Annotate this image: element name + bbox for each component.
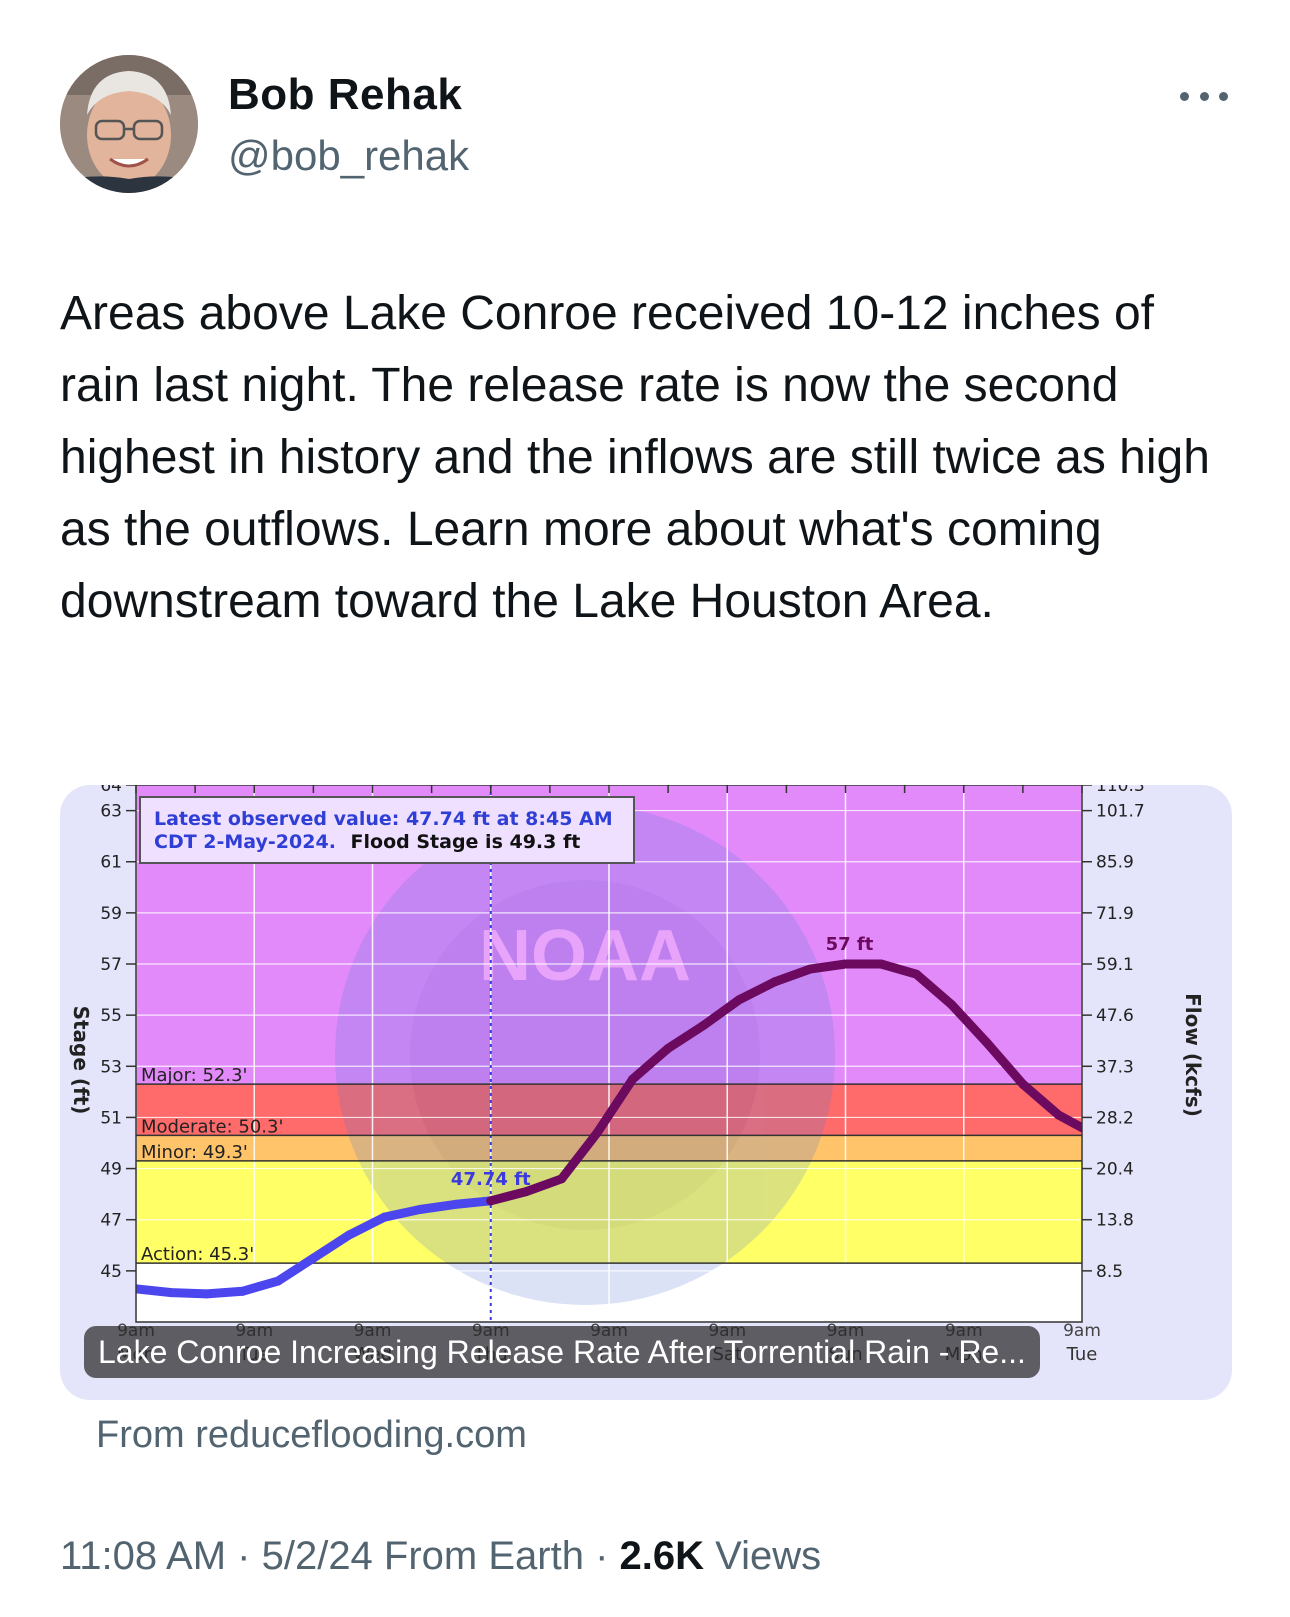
y-tick-label: 53 — [100, 1057, 122, 1077]
point-forecast — [592, 1128, 602, 1138]
threshold-label-minor: Minor: 49.3' — [141, 1142, 248, 1163]
y-tick-label: 47 — [100, 1211, 122, 1231]
y-axis-left-label: Stage (ft) — [69, 1006, 93, 1115]
point-forecast — [557, 1174, 567, 1184]
noaa-logo-text: NOAA — [479, 916, 691, 996]
meta-separator: · — [226, 1534, 262, 1578]
source-link[interactable]: From reduceflooding.com — [96, 1414, 527, 1456]
noaa-watermark: NOAA — [335, 805, 835, 1305]
y2-tick-label: 59.1 — [1096, 955, 1134, 975]
link-preview-card[interactable]: NOAA Action: 45.3' Minor: 49.3' Moderate: … — [60, 785, 1232, 1400]
y2-tick-label: 85.9 — [1096, 853, 1134, 873]
tweet-text: Areas above Lake Conroe received 10-12 i… — [60, 287, 1210, 628]
y2-tick-label: 8.5 — [1096, 1262, 1123, 1282]
point-observed — [450, 1199, 460, 1209]
point-forecast — [805, 964, 815, 974]
point-forecast — [1053, 1110, 1063, 1120]
profile-photo — [60, 55, 198, 193]
y-tick-label: 57 — [100, 955, 122, 975]
point-observed — [237, 1286, 247, 1296]
point-observed — [202, 1289, 212, 1299]
y-tick-label: 45 — [100, 1262, 122, 1282]
views-label: Views — [704, 1534, 822, 1578]
flood-stage-text: Flood Stage is 49.3 ft — [351, 831, 581, 853]
point-forecast — [663, 1043, 673, 1053]
plot-frame — [135, 785, 1083, 1323]
y-tick-label: 49 — [100, 1160, 122, 1180]
threshold-label-major: Major: 52.3' — [141, 1065, 247, 1086]
annotation-label: 57 ft — [826, 934, 874, 955]
point-forecast — [947, 1000, 957, 1010]
y2-tick-label: 13.8 — [1096, 1211, 1134, 1231]
point-forecast — [841, 959, 850, 969]
point-forecast — [521, 1187, 531, 1197]
point-forecast — [770, 977, 780, 987]
point-observed — [379, 1212, 389, 1222]
series — [136, 959, 1082, 1299]
point-observed — [273, 1276, 283, 1286]
latest-value-line2: CDT 2-May-2024. Flood Stage is 49.3 ft — [154, 831, 580, 853]
y-tick-label: 63 — [100, 802, 122, 822]
y2-tick-label: 110.3 — [1096, 785, 1145, 796]
dot-icon — [1199, 91, 1209, 101]
y2-tick-label: 47.6 — [1096, 1006, 1134, 1026]
point-forecast — [911, 969, 921, 979]
annotations: 47.74 ft 57 ft — [451, 934, 874, 1190]
y2-tick-label: 20.4 — [1096, 1160, 1134, 1180]
point-forecast — [486, 1196, 496, 1206]
point-forecast — [1077, 1123, 1082, 1133]
y2-tick-label: 71.9 — [1096, 904, 1134, 924]
point-observed — [415, 1204, 425, 1214]
tweet-time[interactable]: 11:08 AM — [60, 1534, 227, 1578]
point-observed — [136, 1284, 141, 1294]
x-tick-day-label: Tue — [1066, 1344, 1098, 1365]
meta-separator: · — [583, 1534, 620, 1578]
point-forecast — [982, 1038, 992, 1048]
hydrograph-chart: NOAA Action: 45.3' Minor: 49.3' Moderate: … — [69, 785, 1205, 1365]
tweet-meta: 11:08 AM · 5/2/24 From Earth · 2.6K View… — [60, 1534, 821, 1579]
y-axis-right-label: Flow (kcfs) — [1181, 993, 1205, 1117]
point-forecast — [1018, 1079, 1028, 1089]
author-name[interactable]: Bob Rehak — [228, 70, 463, 119]
latest-value-date: CDT 2-May-2024. — [154, 831, 336, 853]
latest-value-line1: Latest observed value: 47.74 ft at 8:45 … — [154, 808, 613, 830]
tweet-client: From Earth — [372, 1534, 584, 1578]
y2-tick-label: 101.7 — [1096, 802, 1145, 822]
y-tick-label: 59 — [100, 904, 122, 924]
annotation-label: 47.74 ft — [451, 1169, 531, 1190]
tweet-date[interactable]: 5/2/24 — [261, 1534, 373, 1578]
point-forecast — [876, 959, 886, 969]
views-count: 2.6K — [619, 1534, 705, 1578]
latest-value-box — [139, 796, 635, 864]
dot-icon — [1180, 91, 1189, 101]
y2-tick-label: 28.2 — [1096, 1108, 1134, 1128]
x-tick-time-label: 9am — [1063, 1321, 1101, 1341]
dot-icon — [1219, 91, 1228, 101]
point-forecast — [628, 1074, 638, 1084]
more-options-icon[interactable] — [1180, 84, 1228, 108]
threshold-label-moderate: Moderate: 50.3' — [141, 1116, 283, 1137]
point-observed — [166, 1288, 176, 1298]
y2-tick-label: 37.3 — [1096, 1057, 1134, 1077]
y-tick-label: 55 — [100, 1006, 122, 1026]
threshold-label-action: Action: 45.3' — [141, 1244, 254, 1265]
point-forecast — [699, 1020, 709, 1030]
point-observed — [344, 1230, 354, 1240]
y-tick-label: 64 — [100, 785, 122, 796]
avatar[interactable] — [60, 55, 198, 193]
y-tick-label: 61 — [100, 853, 122, 873]
card-caption: Lake Conroe Increasing Release Rate Afte… — [84, 1326, 1040, 1378]
threshold-lines: Action: 45.3' Minor: 49.3' Moderate: 50.3'… — [136, 1065, 1082, 1265]
y-tick-label: 51 — [100, 1108, 122, 1128]
series-forecast — [486, 959, 1082, 1206]
point-forecast — [734, 995, 744, 1005]
author-handle[interactable]: @bob_rehak — [228, 132, 470, 179]
point-observed — [308, 1253, 318, 1263]
